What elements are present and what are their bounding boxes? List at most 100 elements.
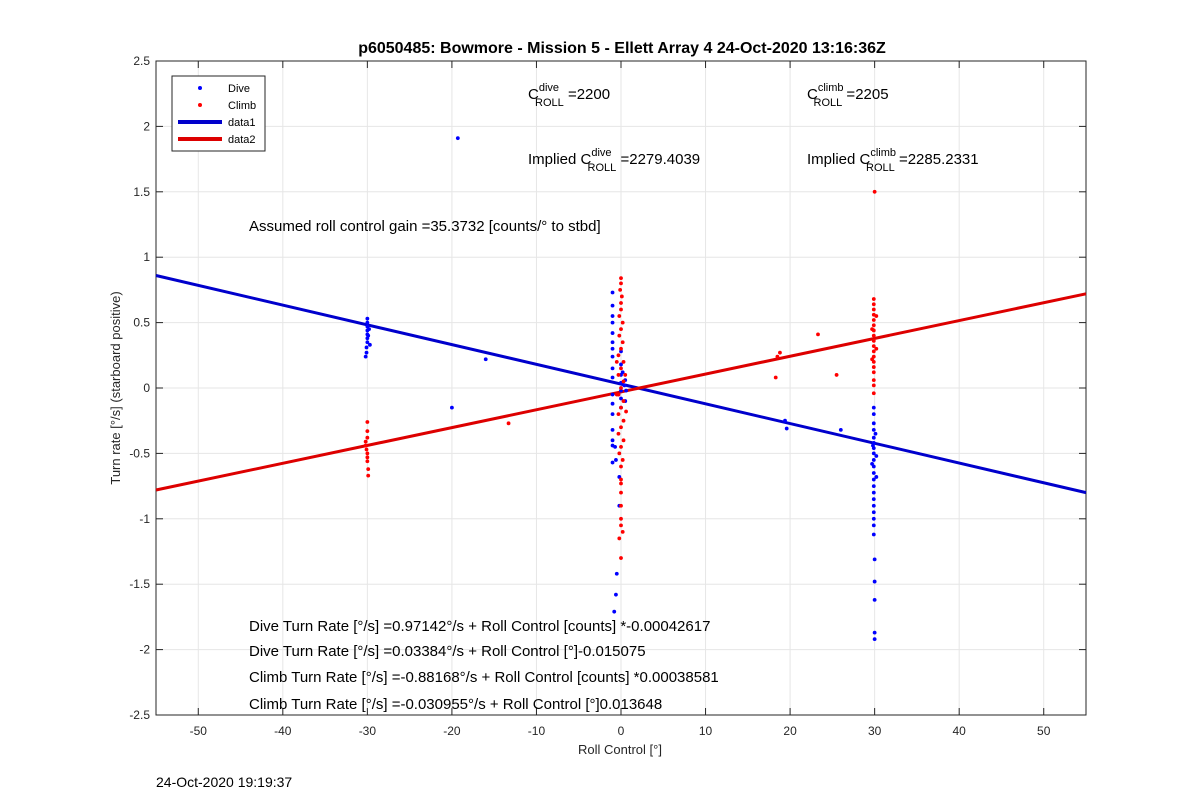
- climb-point: [619, 490, 623, 495]
- dive-point: [613, 444, 617, 449]
- climb-point: [616, 373, 621, 377]
- dive-point: [871, 503, 876, 508]
- climb-point: [816, 332, 820, 337]
- dive-point: [784, 426, 789, 431]
- climb-point: [619, 556, 623, 560]
- dive-point: [483, 357, 488, 362]
- climb-point: [366, 467, 371, 471]
- climb-point: [871, 349, 876, 354]
- climb-point: [874, 314, 879, 318]
- climb-point: [617, 314, 622, 318]
- dive-point: [871, 523, 876, 528]
- climb-point: [620, 458, 625, 462]
- legend-data2-label: data2: [228, 134, 256, 146]
- dive-point: [871, 484, 876, 488]
- dive-point: [610, 303, 615, 308]
- legend-climb-label: Climb: [228, 100, 256, 112]
- dive-point: [610, 346, 615, 351]
- climb-point: [871, 378, 876, 383]
- dive-point: [610, 460, 615, 465]
- dive-point: [619, 349, 623, 354]
- x-tick-label: -20: [443, 724, 461, 738]
- y-tick-label: -2: [139, 643, 150, 657]
- climb-point: [834, 373, 839, 377]
- climb-point: [871, 370, 876, 375]
- dive-point: [610, 438, 615, 443]
- climb-point: [870, 357, 874, 362]
- climb-point: [871, 297, 876, 301]
- dive-point: [610, 412, 615, 417]
- dive-point: [871, 405, 876, 410]
- y-tick-label: 0.5: [133, 316, 150, 330]
- fit-annotation-3: Climb Turn Rate [°/s] =-0.88168°/s + Rol…: [249, 669, 719, 686]
- x-tick-label: 30: [868, 724, 882, 738]
- climb-point: [366, 473, 371, 478]
- fit-annotation-4: Climb Turn Rate [°/s] =-0.030955°/s + Ro…: [249, 696, 662, 713]
- dive-point: [365, 340, 370, 345]
- dive-point: [622, 383, 627, 388]
- climb-point: [623, 373, 628, 377]
- climb-point: [365, 435, 370, 440]
- dive-point: [614, 458, 618, 462]
- climb-point: [871, 365, 876, 369]
- dive-point: [871, 477, 876, 482]
- climb-point: [365, 451, 370, 456]
- dive-point: [873, 431, 878, 436]
- climb-point: [620, 320, 625, 325]
- dive-point: [871, 471, 876, 475]
- climb-point: [621, 399, 626, 403]
- x-axis: -50 -40 -30 -20 -10 0 10 20 30 40 50: [190, 61, 1051, 738]
- y-tick-label: -0.5: [129, 446, 150, 460]
- climb-point: [365, 429, 370, 434]
- dive-point: [872, 630, 877, 635]
- dive-point: [610, 375, 615, 380]
- climb-point: [619, 425, 623, 430]
- climb-point: [617, 536, 622, 541]
- climb-point: [616, 431, 621, 436]
- climb-point: [616, 412, 621, 417]
- implied-climb-label: Implied Cclimb ROLL =2285.2331: [807, 147, 979, 174]
- climb-point: [619, 523, 623, 528]
- climb-point: [621, 418, 626, 423]
- y-tick-label: 1: [143, 250, 150, 264]
- dive-point: [367, 327, 371, 332]
- x-tick-label: 40: [953, 724, 967, 738]
- dive-point: [610, 314, 615, 318]
- climb-point: [871, 333, 876, 338]
- x-tick-label: 10: [699, 724, 713, 738]
- dive-point: [614, 571, 619, 576]
- dive-point: [871, 532, 876, 537]
- climb-point: [620, 340, 625, 345]
- y-tick-label: -1: [139, 512, 150, 526]
- gain-annotation: Assumed roll control gain =35.3732 [coun…: [249, 218, 601, 235]
- climb-point: [614, 392, 619, 397]
- climb-point: [619, 503, 623, 508]
- dive-point: [872, 597, 877, 602]
- climb-point: [619, 444, 623, 449]
- climb-point: [365, 420, 370, 424]
- dive-point: [620, 370, 625, 375]
- climb-point: [619, 294, 624, 299]
- legend-dive-label: Dive: [228, 83, 250, 95]
- y-tick-label: 2: [143, 119, 150, 133]
- legend-data1-label: data1: [228, 117, 256, 129]
- climb-point: [506, 421, 511, 426]
- climb-point: [364, 447, 369, 452]
- dive-point: [610, 366, 615, 371]
- climb-point: [871, 302, 876, 307]
- dive-point: [871, 443, 875, 448]
- dive-point: [610, 320, 615, 325]
- x-tick-label: 0: [618, 724, 625, 738]
- dive-point: [365, 320, 370, 325]
- climb-point: [619, 276, 623, 281]
- climb-point: [619, 327, 623, 332]
- climb-point: [617, 451, 622, 456]
- y-axis: 2.5 2 1.5 1 0.5 0 -0.5 -1 -1.5 -2 -2.5: [129, 54, 1086, 722]
- climb-point: [618, 288, 623, 292]
- dive-point: [871, 510, 876, 515]
- climb-point: [365, 455, 370, 460]
- dive-point: [783, 418, 787, 423]
- climb-point: [871, 391, 876, 396]
- fit-annotation-2: Dive Turn Rate [°/s] =0.03384°/s + Roll …: [249, 643, 646, 660]
- climb-point: [778, 350, 782, 355]
